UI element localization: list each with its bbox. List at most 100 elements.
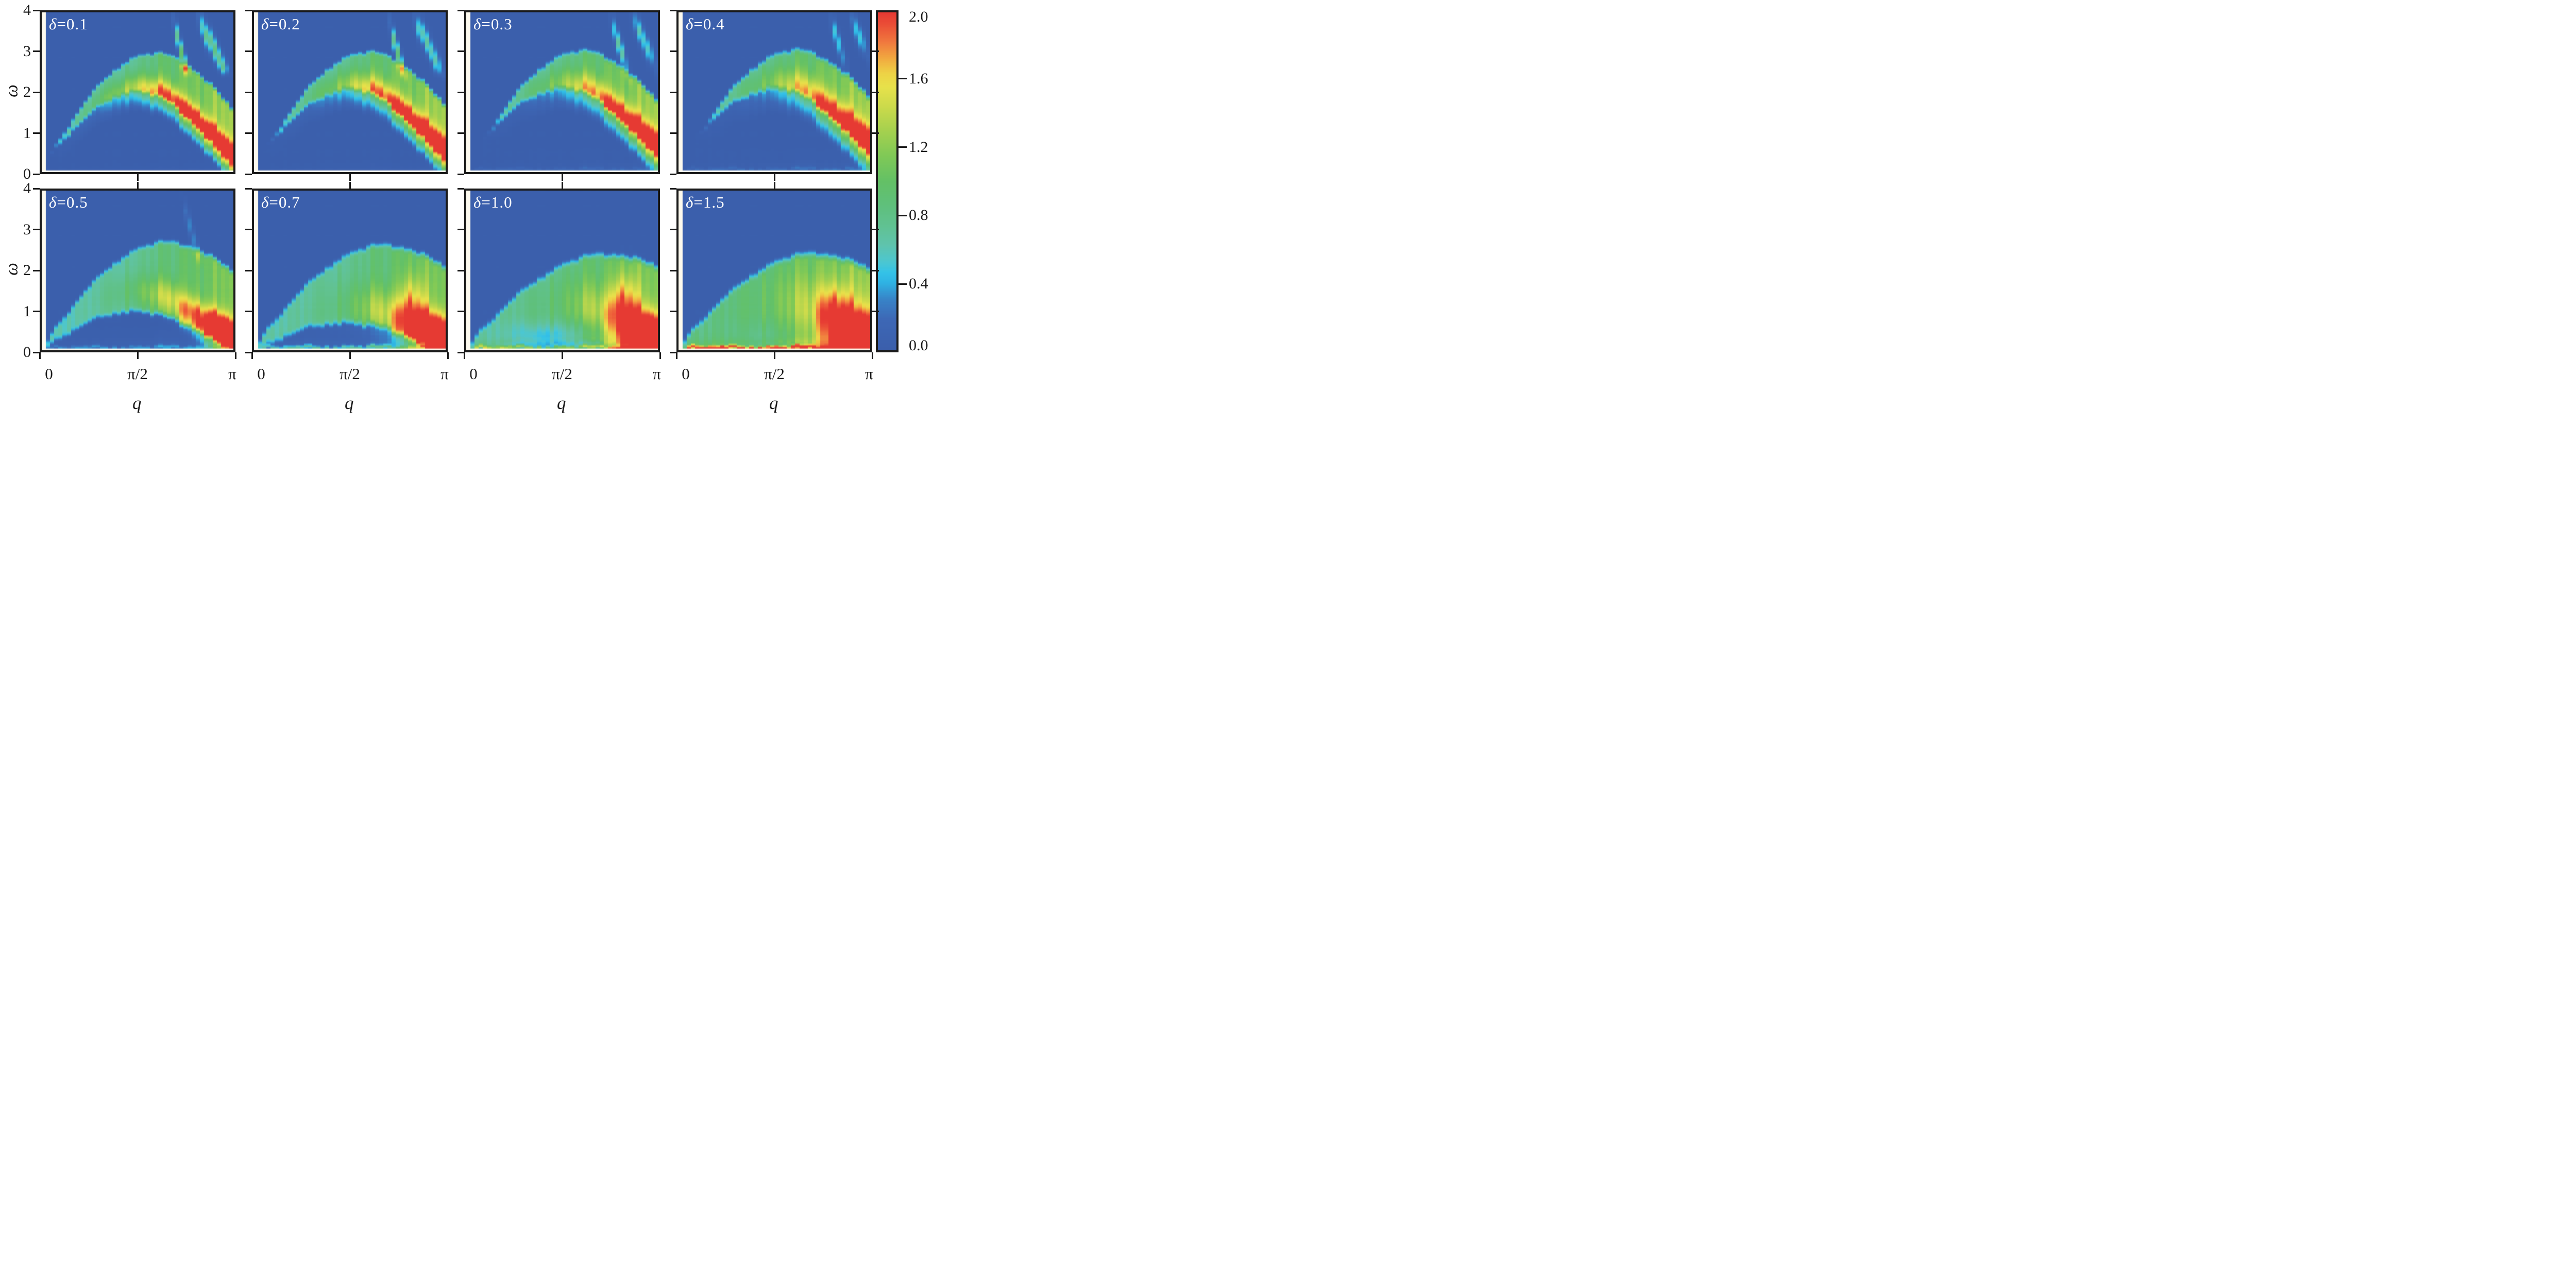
axis-tick-mark	[245, 269, 252, 271]
axis-tick-mark	[33, 132, 40, 134]
axis-tick-mark	[39, 352, 41, 359]
axis-tick-mark	[561, 352, 563, 359]
y-tick-label: 1	[23, 124, 31, 142]
axis-tick-mark	[245, 351, 252, 353]
axis-tick-mark	[33, 269, 40, 271]
axis-tick-mark	[670, 269, 676, 271]
x-tick-label: π	[228, 365, 236, 383]
axis-tick-mark	[561, 182, 563, 189]
heatmap-canvas	[466, 12, 658, 172]
axis-tick-mark	[33, 173, 40, 175]
x-tick-label: π	[653, 365, 661, 383]
axis-tick-mark	[33, 229, 40, 230]
panel-delta-label: δ=0.1	[49, 15, 88, 33]
axis-tick-mark	[349, 174, 351, 181]
q-axis-label: q	[769, 393, 778, 413]
panel-delta-label: δ=0.3	[473, 15, 513, 33]
axis-tick-mark	[457, 50, 464, 52]
axis-tick-mark	[872, 269, 879, 271]
x-tick-label: π/2	[340, 365, 360, 383]
x-tick-label: π/2	[127, 365, 148, 383]
colorbar-tick-label: 0.0	[909, 337, 928, 354]
y-tick-label: 1	[23, 302, 31, 320]
axis-tick-mark	[457, 351, 464, 353]
y-tick-label: 4	[23, 2, 31, 19]
axis-tick-mark	[447, 352, 449, 359]
x-tick-label: π/2	[552, 365, 572, 383]
axis-tick-mark	[457, 269, 464, 271]
axis-tick-mark	[457, 173, 464, 175]
axis-tick-mark	[33, 91, 40, 93]
panel-delta-label: δ=0.5	[49, 193, 88, 211]
heatmap-canvas	[42, 191, 233, 350]
axis-tick-mark	[457, 188, 464, 190]
heatmap-canvas	[254, 12, 446, 172]
axis-tick-mark	[872, 229, 879, 230]
x-tick-label: π	[865, 365, 873, 383]
axis-tick-mark	[245, 229, 252, 230]
axis-tick-mark	[33, 351, 40, 353]
panel-delta-label: δ=1.5	[686, 193, 725, 211]
heatmap-panel: δ=0.2	[252, 10, 448, 174]
colorbar	[876, 10, 899, 352]
colorbar-tick-label: 0.8	[909, 207, 928, 224]
x-tick-label: 0	[257, 365, 265, 383]
heatmap-canvas	[466, 191, 658, 350]
axis-tick-mark	[137, 352, 139, 359]
axis-tick-mark	[872, 132, 879, 134]
axis-tick-mark	[349, 182, 351, 189]
axis-tick-mark	[670, 91, 676, 93]
axis-tick-mark	[137, 182, 139, 189]
axis-tick-mark	[899, 214, 907, 216]
axis-tick-mark	[872, 50, 879, 52]
panel-delta-label: δ=0.7	[261, 193, 300, 211]
axis-tick-mark	[245, 50, 252, 52]
axis-tick-mark	[457, 91, 464, 93]
heatmap-panel: δ=0.7	[252, 189, 448, 352]
heatmap-panel: δ=0.3	[464, 10, 660, 174]
axis-tick-mark	[899, 78, 907, 80]
axis-tick-mark	[561, 174, 563, 181]
axis-tick-mark	[670, 229, 676, 230]
panel-delta-label: δ=0.4	[686, 15, 725, 33]
axis-tick-mark	[251, 352, 253, 359]
q-axis-label: q	[345, 393, 354, 413]
x-tick-label: 0	[45, 365, 53, 383]
axis-tick-mark	[463, 352, 465, 359]
axis-tick-mark	[245, 311, 252, 312]
colorbar-tick-label: 2.0	[909, 8, 928, 25]
heatmap-canvas	[254, 191, 446, 350]
axis-tick-mark	[245, 91, 252, 93]
omega-axis-label: ω	[1, 84, 22, 97]
axis-tick-mark	[899, 283, 907, 285]
axis-tick-mark	[670, 9, 676, 11]
axis-tick-mark	[670, 311, 676, 312]
axis-tick-mark	[773, 174, 775, 181]
axis-tick-mark	[899, 146, 907, 148]
axis-tick-mark	[871, 352, 873, 359]
q-axis-label: q	[132, 393, 142, 413]
axis-tick-mark	[245, 173, 252, 175]
axis-tick-mark	[773, 182, 775, 189]
axis-tick-mark	[670, 173, 676, 175]
axis-tick-mark	[245, 132, 252, 134]
axis-tick-mark	[659, 352, 661, 359]
axis-tick-mark	[137, 174, 139, 181]
y-tick-label: 4	[23, 180, 31, 197]
q-axis-label: q	[557, 393, 566, 413]
heatmap-canvas	[679, 191, 870, 350]
heatmap-panel: δ=1.0	[464, 189, 660, 352]
axis-tick-mark	[872, 91, 879, 93]
axis-tick-mark	[33, 188, 40, 190]
axis-tick-mark	[675, 352, 677, 359]
y-tick-label: 3	[23, 220, 31, 238]
axis-tick-mark	[670, 188, 676, 190]
axis-tick-mark	[33, 9, 40, 11]
y-tick-label: 0	[23, 344, 31, 361]
axis-tick-mark	[245, 188, 252, 190]
x-tick-label: π/2	[764, 365, 785, 383]
figure: δ=0.1 δ=0.2 δ=0.3 δ=0.4 δ=0.5 δ=0.7 δ=1.…	[0, 0, 933, 420]
axis-tick-mark	[33, 50, 40, 52]
colorbar-tick-label: 1.6	[909, 70, 928, 87]
axis-tick-mark	[234, 352, 236, 359]
